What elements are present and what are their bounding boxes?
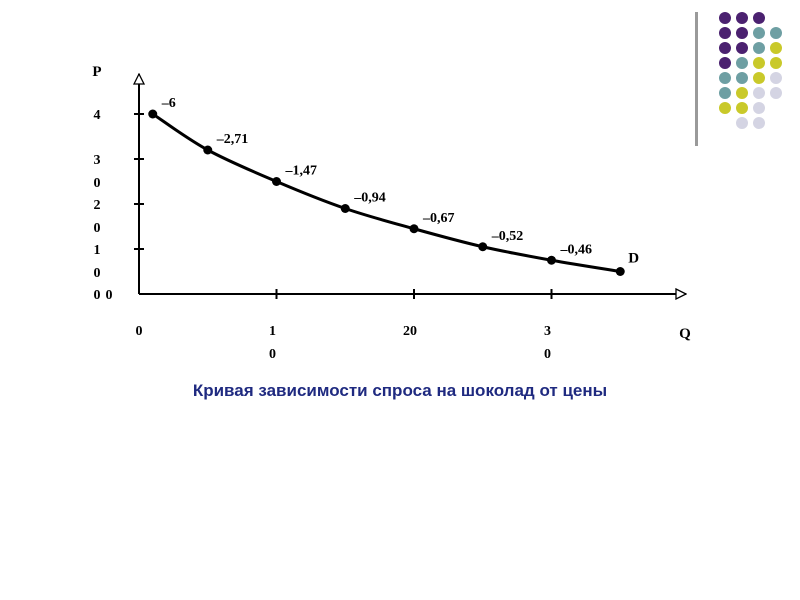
data-point [547,255,556,265]
data-point [272,177,281,186]
decoration-dot [719,102,731,114]
y-tick-label: 1 [94,243,101,258]
x-tick-label: 1 [269,324,276,339]
axis-ticks [134,113,553,299]
y-tick-label: 4 [94,108,101,123]
decoration-dot [770,27,782,39]
x-axis-label: Q [679,326,691,342]
decoration-dot [736,117,748,129]
decoration-dot [753,12,765,24]
decoration-dot [736,12,748,24]
decoration-dot [736,27,748,39]
data-point [203,145,213,155]
y-axis-label: P [92,64,101,80]
elasticity-label: –1,47 [285,164,318,179]
y-tick-label: 0 [94,288,101,303]
origin-label: 0 [106,288,113,303]
data-point [409,224,419,234]
demand-curve [151,112,621,273]
decoration-dot [770,57,782,69]
x-tick-label: 20 [403,324,417,339]
decoration-dot [770,87,782,99]
y-tick-label: 0 [94,266,101,281]
data-point [148,109,158,119]
elasticity-label: –0,67 [422,211,455,226]
decoration-dot [736,42,748,54]
decoration-dot [753,87,765,99]
decoration-dot [753,117,765,129]
decoration-dot [719,42,731,54]
y-tick-label: 0 [94,176,101,191]
y-tick-label: 2 [94,198,101,213]
chart-caption: Кривая зависимости спроса на шоколад от … [192,381,608,400]
data-point [340,204,350,213]
decoration-dot [753,42,765,54]
decoration-dot [719,12,731,24]
x-tick-label: 0 [269,347,276,362]
curve-label-d: D [628,251,639,267]
decoration-dot [753,57,765,69]
decoration-dot [753,102,765,114]
decoration-dot [736,57,748,69]
decoration-dot [736,102,748,114]
elasticity-label: –6 [161,96,176,111]
y-tick-label: 0 [94,221,101,236]
decoration-dot [719,72,731,84]
y-tick-label: 3 [94,153,101,168]
data-points [148,109,625,276]
decoration-dot [719,57,731,69]
x-tick-label: 0 [544,347,551,362]
elasticity-label: –2,71 [216,132,249,147]
decoration-dot [736,87,748,99]
decoration-dot [753,72,765,84]
decoration-dot [719,27,731,39]
x-tick-label: 3 [544,324,551,339]
decoration-dot [770,42,782,54]
decoration-dot [753,27,765,39]
elasticity-label: –0,46 [560,242,593,257]
elasticity-label: –0,52 [491,229,524,244]
decoration-dot [719,87,731,99]
x-tick-label: 0 [136,324,143,339]
decoration-dot [736,72,748,84]
data-point [615,267,625,276]
decoration-dot [770,72,782,84]
data-point [478,242,488,252]
elasticity-label: –0,94 [353,191,386,206]
decoration-vertical-line [695,12,698,146]
elasticity-labels: –6 –2,71 –1,47 –0,94 –0,67 –0,52 –0,46 [161,96,592,257]
